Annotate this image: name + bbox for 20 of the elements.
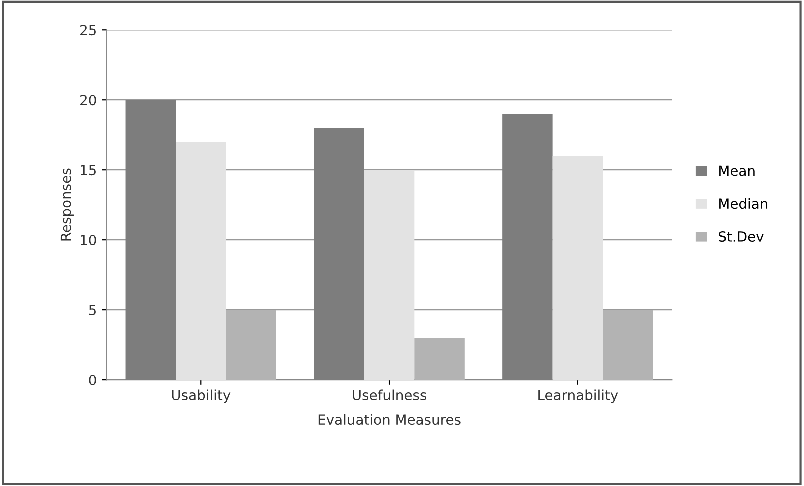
y-axis-title: Responses bbox=[60, 168, 74, 241]
bar bbox=[414, 338, 465, 380]
x-tick-label: Usability bbox=[172, 390, 231, 404]
x-tick-label: Learnability bbox=[538, 390, 618, 404]
y-tick-label: 0 bbox=[89, 375, 96, 386]
y-tick-label: 15 bbox=[81, 165, 96, 176]
bar bbox=[226, 310, 276, 380]
bar bbox=[552, 156, 604, 380]
legend-label: Median bbox=[720, 198, 768, 210]
y-tick-label: 25 bbox=[80, 25, 96, 36]
y-tick-label: 5 bbox=[89, 305, 96, 316]
bar bbox=[603, 310, 654, 380]
bar bbox=[364, 170, 415, 380]
legend-label: St.Dev bbox=[719, 232, 764, 242]
x-axis-title: Evaluation Measures bbox=[318, 414, 461, 426]
y-tick-label: 20 bbox=[80, 95, 96, 106]
bar bbox=[176, 142, 226, 380]
legend-label: Mean bbox=[720, 166, 755, 176]
y-tick-label: 10 bbox=[81, 235, 96, 246]
x-tick-label: Usefulness bbox=[353, 390, 427, 401]
